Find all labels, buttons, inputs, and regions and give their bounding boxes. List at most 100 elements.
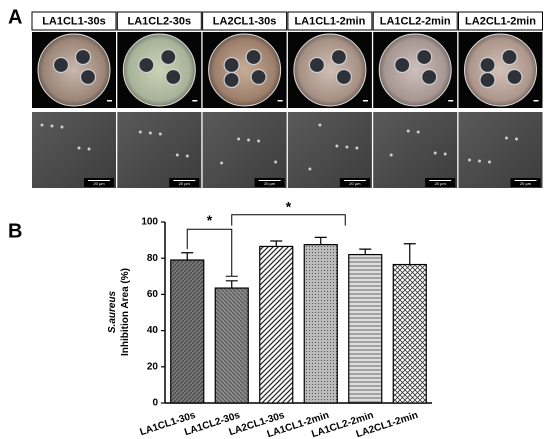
plate [464, 33, 537, 107]
sem-scalebar-box [339, 178, 370, 187]
y-tick-label: 0 [152, 398, 158, 409]
inhibition-zone [79, 68, 97, 86]
inhibition-zone [506, 68, 523, 86]
scale-bar [362, 100, 368, 102]
header-box [372, 11, 458, 31]
significance-bracket [231, 214, 346, 226]
particle [148, 131, 152, 135]
particle [318, 123, 322, 127]
sem-scalebar-box [425, 178, 456, 187]
particle [355, 146, 359, 150]
panel-label: B [8, 220, 22, 242]
inhibition-zone [416, 48, 433, 66]
inhibition-zone [501, 48, 518, 66]
scale-bar [514, 180, 537, 181]
error-bar [225, 280, 238, 289]
bar [348, 253, 383, 404]
particle [220, 161, 224, 165]
plate [293, 33, 367, 107]
inhibition-zone [52, 56, 70, 74]
sem-scalebar-box [254, 178, 285, 187]
header: LA1CL2-2min [380, 15, 451, 27]
bar [259, 245, 294, 404]
particle [308, 167, 312, 171]
header-box [202, 11, 288, 31]
bar [170, 259, 205, 404]
error-bar [270, 240, 283, 247]
particle [257, 139, 261, 143]
sem-image [32, 112, 116, 188]
significance-star: * [207, 212, 213, 228]
error-bar [403, 243, 416, 265]
particle [468, 158, 471, 162]
scale-label: 20 µm [349, 181, 361, 186]
particle [237, 137, 241, 141]
inhibition-zone [421, 68, 438, 86]
sem-image [458, 112, 543, 188]
sem-scalebar-box [84, 178, 114, 187]
plate [208, 33, 282, 107]
header-box [31, 11, 117, 31]
inhibition-zone [479, 56, 496, 74]
error-bar [359, 248, 372, 255]
particle [185, 154, 189, 158]
inhibition-zone [223, 56, 240, 74]
scale-bar [88, 180, 110, 181]
particle [389, 153, 393, 157]
scale-bar [448, 100, 454, 102]
inhibition-zone [160, 48, 177, 66]
inhibition-zone [138, 56, 155, 74]
scale-label: 20 µm [520, 181, 532, 186]
sem-image [117, 112, 202, 188]
particle [175, 153, 179, 157]
particle [77, 146, 81, 150]
sem-image [202, 112, 287, 188]
particle [416, 130, 420, 134]
inhibition-zone [308, 56, 325, 74]
scale-label: 20 µm [93, 181, 105, 186]
sem-image [287, 112, 372, 188]
header: LA1CL2-30s [128, 15, 192, 27]
particle [443, 152, 447, 156]
particle [406, 129, 410, 133]
scale-label: 20 µm [264, 181, 276, 186]
inhibition-zone [330, 48, 347, 66]
particle [87, 147, 91, 151]
inhibition-zone [223, 71, 240, 89]
sem-scalebar-box [510, 178, 541, 187]
particle [515, 137, 518, 141]
error-bar [181, 252, 194, 261]
y-tick-label: 100 [141, 217, 158, 228]
sem-image [373, 112, 458, 188]
particle [345, 145, 349, 149]
bar [392, 263, 427, 404]
particle [274, 160, 278, 164]
header-box [458, 11, 543, 31]
particle [505, 136, 508, 140]
y-tick-label: 40 [147, 325, 159, 336]
scale-bar [192, 100, 198, 102]
particle [335, 144, 339, 148]
plate [378, 33, 452, 107]
header: LA1CL1-30s [42, 15, 106, 27]
scale-label: 20 µm [435, 181, 447, 186]
particle [40, 123, 44, 127]
inhibition-zone [165, 68, 182, 86]
y-axis-label: S.aureus Inhibition Area (%) [107, 268, 131, 356]
particle [488, 160, 491, 164]
header-box [287, 11, 373, 31]
bar [214, 287, 249, 404]
scale-bar [343, 180, 366, 181]
y-axis-label-line: Inhibition Area (%) [120, 268, 131, 356]
y-tick-label: 20 [147, 361, 159, 372]
plate [122, 33, 196, 107]
plate [37, 33, 111, 107]
bar [303, 244, 338, 404]
panel-label: A [8, 6, 22, 28]
header: LA2CL1-30s [213, 15, 277, 27]
scale-bar [173, 180, 196, 181]
particle [158, 132, 162, 136]
inhibition-zone [394, 56, 411, 74]
particle [138, 130, 142, 134]
